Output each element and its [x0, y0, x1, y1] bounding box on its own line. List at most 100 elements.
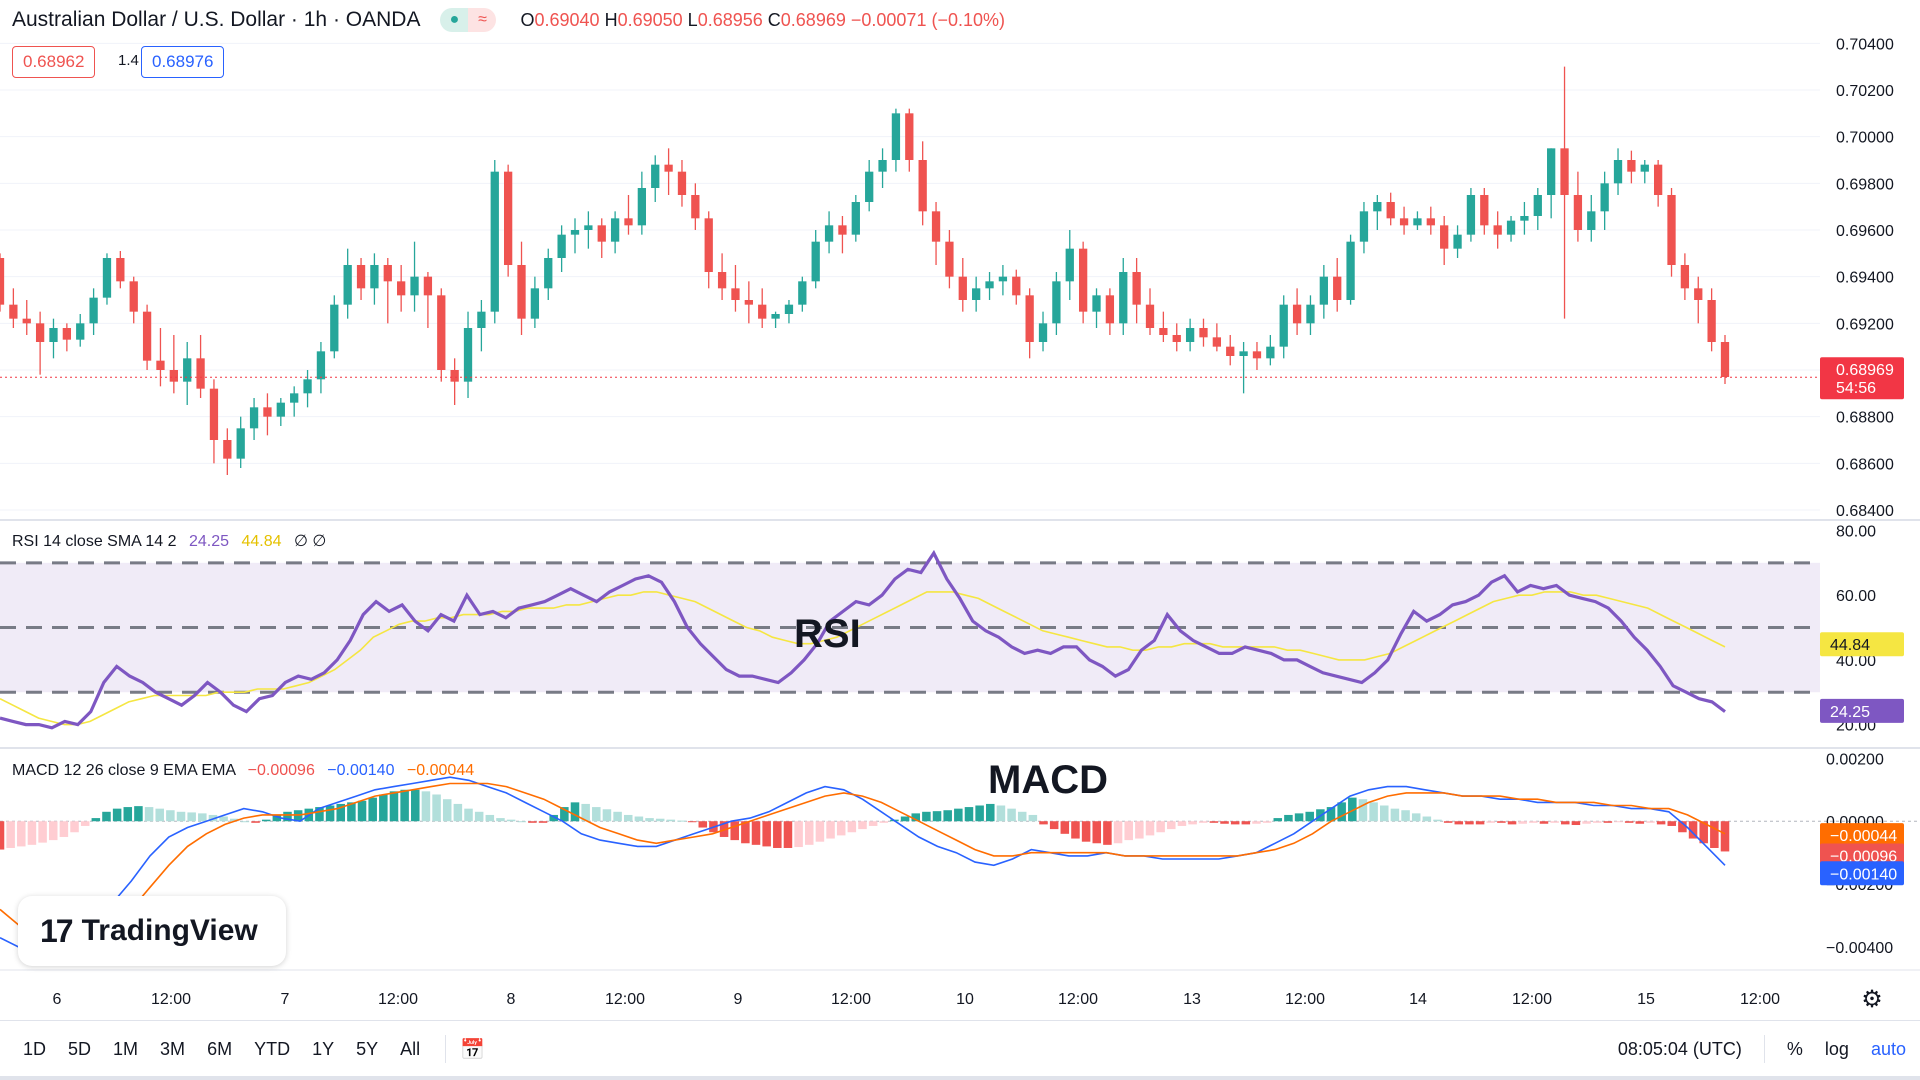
macd-histogram-bar [187, 812, 196, 822]
rsi-axis-tag-bg [1820, 698, 1904, 723]
candle-body [530, 288, 540, 319]
candle-body [972, 288, 981, 300]
candle-body [116, 258, 125, 282]
candle-body [76, 323, 85, 340]
macd-histogram-bar [1060, 821, 1070, 834]
candle-body [410, 276, 419, 296]
macd-histogram-bar [283, 811, 292, 822]
rsi-legend-value: 24.25 [188, 533, 230, 550]
candle-body [129, 281, 138, 312]
candle-body [397, 281, 406, 296]
rsi-legend[interactable]: RSI 14 close SMA 14 2 24.25 44.84 ∅ ∅ [12, 531, 326, 551]
macd-histogram-bar [570, 802, 580, 822]
ohlc-readout: O0.69040 H0.69050 L0.68956 C0.68969 −0.0… [520, 10, 1005, 31]
timeframe-button-ytd[interactable]: YTD [254, 1038, 291, 1059]
timeframe-button-5y[interactable]: 5Y [356, 1038, 379, 1059]
rsi-legend-extra: ∅ ∅ [293, 533, 327, 550]
market-open-icon: ● [440, 8, 469, 32]
time-axis-label: 10 [956, 991, 974, 1008]
auto-scale-button[interactable]: auto [1870, 1038, 1906, 1059]
change-value: −0.00071 (−0.10%) [850, 9, 1005, 30]
candle-body [437, 295, 446, 370]
macd-signal-axis-tag-bg [1820, 823, 1904, 848]
rsi-axis-tick: 60.00 [1836, 588, 1876, 605]
macd-histogram-bar [805, 821, 814, 845]
macd-histogram-bar [1646, 821, 1655, 823]
timeframe-button-1y[interactable]: 1Y [312, 1038, 335, 1059]
macd-histogram-bar [986, 803, 995, 822]
utc-clock[interactable]: 08:05:04 (UTC) [1617, 1038, 1742, 1059]
macd-histogram-bar [208, 814, 218, 822]
settings-gear-icon[interactable]: ⚙ [1861, 985, 1883, 1013]
macd-histogram-bar [922, 811, 931, 822]
timeframe-button-all[interactable]: All [400, 1038, 421, 1059]
candle-body [142, 311, 152, 361]
rsi-axis-tag: 24.25 [1830, 704, 1870, 721]
time-axis-label: 12:00 [1512, 991, 1552, 1008]
candle-body [704, 218, 713, 272]
macd-histogram-bar [1039, 821, 1048, 825]
chart-canvas[interactable]: 0.70400 0.70200 0.70000 0.69800 0.69600 0.694… [0, 0, 1920, 1020]
macd-histogram-bar [623, 814, 633, 822]
candle-body [1105, 295, 1115, 324]
macd-histogram-bar [506, 819, 516, 822]
time-axis-label: 6 [53, 991, 62, 1008]
last-price-tag-value: 0.68969 [1836, 362, 1894, 379]
macd-histogram-bar [293, 810, 303, 822]
macd-histogram-bar [687, 821, 697, 823]
candle-body [9, 304, 18, 319]
timeframe-button-5d[interactable]: 5D [68, 1038, 92, 1059]
macd-histogram-bar [27, 821, 37, 845]
macd-histogram-bar [1156, 821, 1165, 833]
sell-button[interactable]: 0.68962 [12, 46, 96, 78]
candle-body [1359, 211, 1369, 242]
macd-histogram-bar [900, 816, 910, 822]
candle-body [1453, 234, 1462, 249]
tradingview-logo[interactable]: 17 TradingView [18, 896, 286, 966]
candle-body [945, 241, 954, 277]
calendar-range-icon[interactable]: 📅 [460, 1038, 486, 1061]
timeframe-button-1m[interactable]: 1M [113, 1038, 139, 1059]
candle-body [744, 300, 753, 305]
symbol-title[interactable]: Australian Dollar / U.S. Dollar · 1h · O… [12, 8, 421, 31]
candle-body [156, 360, 165, 370]
market-status[interactable]: ● ≈ [440, 8, 497, 32]
candle-body [838, 225, 847, 235]
macd-axis-tick: 0.00200 [1826, 751, 1884, 768]
bottom-right-controls: 08:05:04 (UTC) % log auto [1618, 1021, 1906, 1077]
macd-legend[interactable]: MACD 12 26 close 9 EMA EMA −0.00096 −0.0… [12, 762, 474, 780]
open-label: O [520, 9, 535, 30]
macd-histogram-bar [1081, 821, 1091, 842]
percent-scale-button[interactable]: % [1786, 1038, 1803, 1059]
macd-histogram-bar [1348, 797, 1357, 822]
macd-histogram-bar [517, 821, 527, 823]
bottom-toolbar: 1D 5D 1M 3M 6M YTD 1Y 5Y All 📅 08:05:04 (UTC) % … [0, 1020, 1920, 1077]
candle-body [183, 358, 192, 382]
candle-body [1627, 160, 1636, 172]
buy-button[interactable]: 0.68976 [141, 46, 225, 78]
macd-histogram-bar [751, 821, 761, 845]
candle-body [22, 318, 31, 324]
timeframe-button-3m[interactable]: 3M [160, 1038, 186, 1059]
macd-hist-axis-tag: −0.00096 [1830, 848, 1897, 865]
log-scale-button[interactable]: log [1824, 1038, 1849, 1059]
candle-body [1680, 265, 1690, 289]
timeframe-button-1d[interactable]: 1D [23, 1038, 47, 1059]
time-axis-label: 12:00 [605, 991, 645, 1008]
macd-histogram-bar [38, 821, 47, 843]
timeframe-button-6m[interactable]: 6M [207, 1038, 233, 1059]
candle-body [236, 428, 245, 459]
macd-histogram-bar [932, 811, 942, 822]
candle-body [958, 276, 967, 300]
macd-histogram-bar [357, 800, 367, 822]
candle-body [249, 407, 259, 429]
macd-histogram-bar [230, 818, 239, 822]
macd-annotation: MACD [988, 758, 1108, 802]
macd-histogram-bar [166, 810, 175, 822]
candle-body [343, 265, 352, 305]
macd-histogram-bar [762, 821, 771, 847]
macd-histogram-bar [464, 808, 473, 822]
macd-histogram-bar [1507, 821, 1517, 825]
candle-body [450, 370, 459, 382]
macd-histogram-bar [1294, 813, 1304, 822]
